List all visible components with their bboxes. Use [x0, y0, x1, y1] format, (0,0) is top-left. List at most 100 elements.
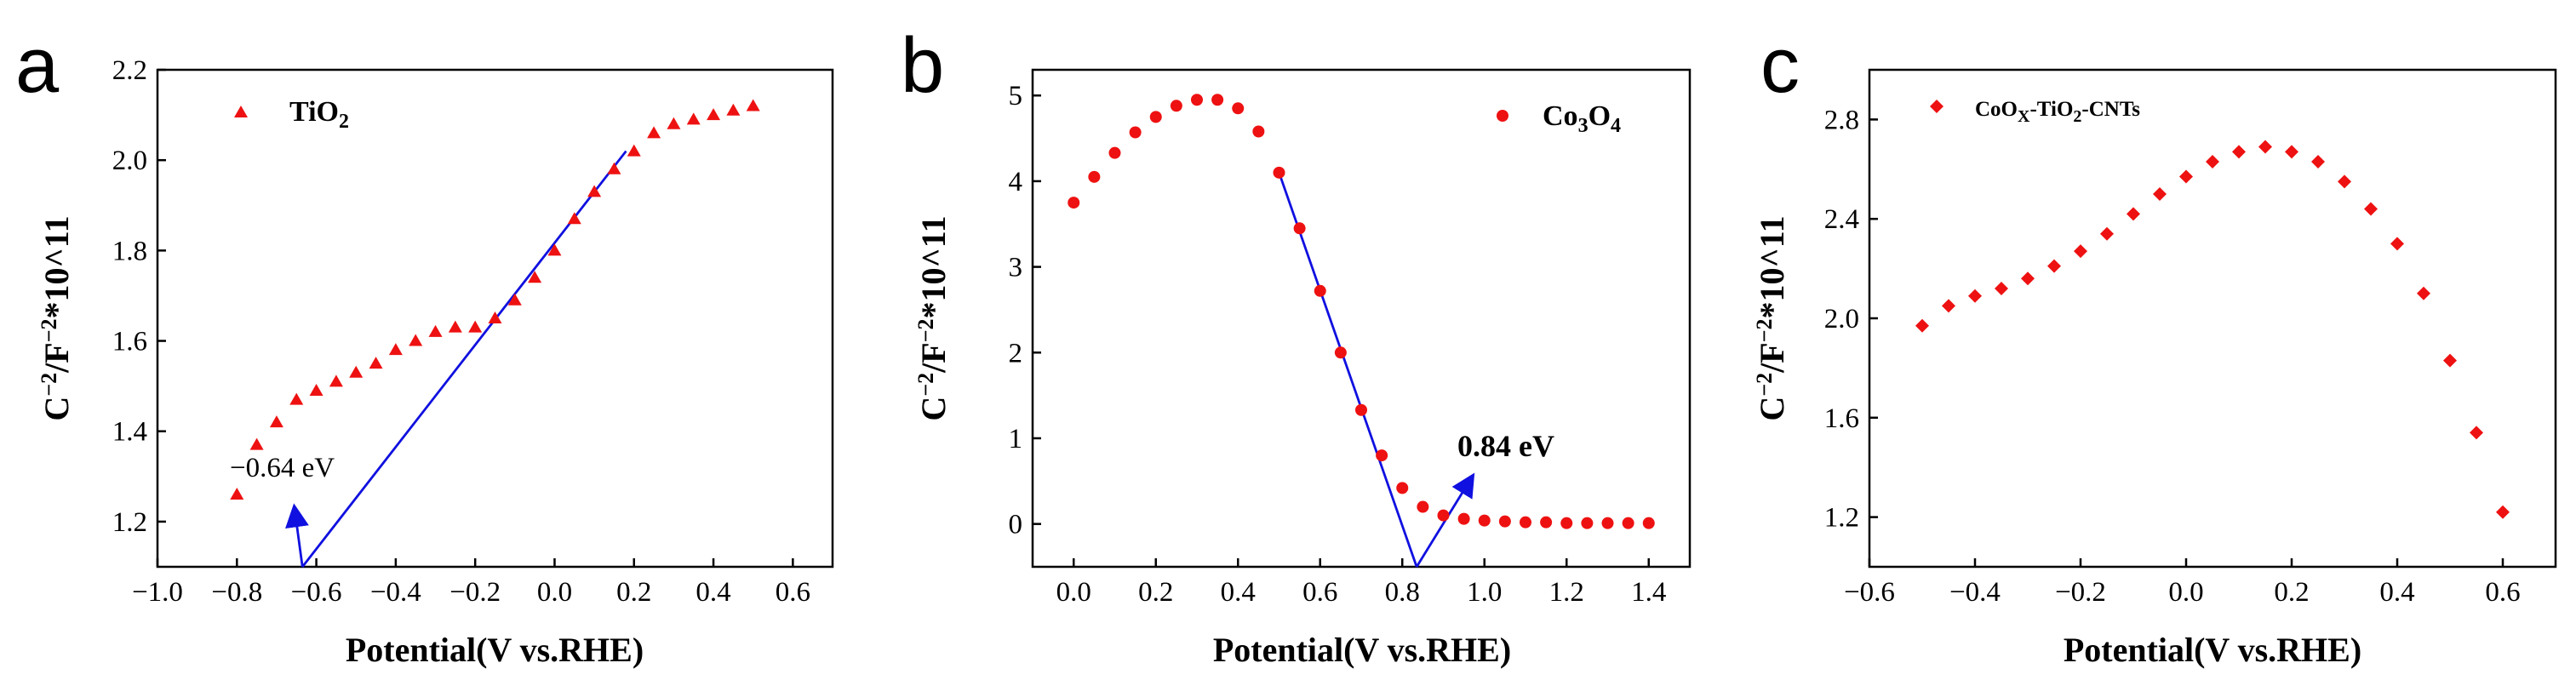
data-point: [1457, 512, 1470, 525]
data-point: [2021, 271, 2035, 286]
data-point: [1915, 318, 1929, 333]
data-point: [289, 392, 304, 405]
data-point: [507, 293, 522, 306]
data-point: [1293, 222, 1306, 235]
data-point: [2153, 187, 2167, 201]
y-tick-label: 2: [1009, 338, 1023, 369]
legend-marker-c: [1930, 100, 1943, 113]
x-axis-title-b: Potential(V vs.RHE): [1213, 631, 1511, 669]
x-tick-label: −0.6: [291, 577, 342, 608]
data-point: [1314, 284, 1326, 297]
data-point: [1376, 449, 1388, 462]
data-point: [1129, 126, 1142, 139]
data-point: [686, 112, 701, 125]
fit-line-group-a: [285, 150, 627, 568]
y-tick-label: 1.6: [1824, 403, 1859, 434]
x-axis-title-c: Potential(V vs.RHE): [2064, 631, 2361, 669]
y-tick-label: 2.0: [1824, 304, 1859, 334]
data-point: [1478, 514, 1491, 527]
data-point: [627, 144, 641, 157]
data-points-c: [1915, 140, 2510, 519]
x-tick-label: 1.0: [1467, 577, 1502, 608]
data-point: [2417, 286, 2430, 300]
data-point: [1498, 515, 1511, 528]
x-tick-label: 0.6: [2485, 577, 2520, 608]
x-tick-label: −0.4: [370, 577, 421, 608]
data-point: [1334, 346, 1347, 359]
y-tick-label: 1: [1009, 424, 1023, 454]
legend-label-b: Co3O4: [1543, 100, 1621, 137]
fit-line: [1278, 172, 1418, 568]
legend-label-c: CoOX-TiO2-CNTs: [1975, 98, 2140, 126]
x-axis-title-a: Potential(V vs.RHE): [346, 631, 644, 669]
data-point: [667, 117, 681, 129]
data-point: [2338, 174, 2351, 189]
data-point: [726, 103, 741, 116]
panel-letter-c: c: [1760, 22, 1800, 109]
data-point: [468, 320, 483, 333]
data-point: [1642, 517, 1655, 529]
y-axis-title-a: C−2/F−2*10^11: [37, 215, 76, 420]
data-point: [409, 334, 423, 346]
panel-c: c −0.6 −0.4 −0.2 0.0 0.2 0.4 0.6 1.2 1.6 2.0 2.4 2.…: [1752, 22, 2557, 669]
data-point: [1088, 170, 1101, 183]
data-point: [1252, 125, 1265, 138]
data-point: [1068, 197, 1080, 209]
data-point: [269, 415, 283, 428]
x-tick-label: 1.4: [1631, 577, 1666, 608]
data-point: [1942, 299, 1955, 313]
fit-line: [301, 150, 627, 568]
data-point: [2127, 207, 2140, 221]
data-point: [1149, 111, 1162, 123]
data-point: [2047, 259, 2061, 273]
data-point: [1170, 100, 1182, 112]
data-point: [2496, 505, 2510, 519]
data-point: [2364, 202, 2378, 216]
x-tick-label: 0.8: [1385, 577, 1420, 608]
y-tick-label: 4: [1009, 167, 1023, 197]
data-point: [607, 162, 621, 174]
x-tick-label: 0.6: [1302, 577, 1337, 608]
x-tick-label: 0.2: [616, 577, 651, 608]
y-axis-title-b: C−2/F−2*10^11: [913, 215, 953, 420]
legend-label-a: TiO2: [289, 96, 349, 133]
legend-marker-b: [1497, 110, 1508, 122]
x-tick-label: 0.4: [1221, 577, 1256, 608]
data-point: [1355, 403, 1367, 416]
y-tick-label: 2.0: [112, 146, 147, 176]
y-tick-label: 2.4: [1824, 204, 1859, 235]
data-point: [230, 488, 244, 500]
data-point: [448, 320, 462, 333]
data-point: [1601, 517, 1614, 529]
arrow: [1415, 472, 1475, 568]
x-tick-label: −0.6: [1844, 577, 1895, 608]
arrow: [285, 503, 309, 568]
data-point: [2470, 426, 2483, 440]
panel-a: a −1.0 −0.8 −0.6 −0.4 −0.2 0.0 0.2 0.4 0.6 1.2 1.4…: [15, 22, 834, 669]
y-tick-label: 1.4: [112, 417, 147, 448]
x-tick-label: 0.2: [2274, 577, 2309, 608]
y-tick-label: 1.6: [112, 327, 147, 357]
panel-letter-b: b: [901, 22, 944, 109]
data-point: [1581, 517, 1594, 529]
panel-letter-a: a: [15, 22, 60, 109]
data-point: [1211, 94, 1224, 106]
y-tick-label: 0: [1009, 510, 1023, 540]
x-tick-label: 0.0: [537, 577, 572, 608]
data-point: [567, 212, 581, 225]
data-point: [2179, 169, 2193, 184]
x-tick-label: 0.0: [2168, 577, 2203, 608]
data-point: [2074, 244, 2087, 259]
data-points-b: [1068, 94, 1655, 529]
axis-ticks-a: −1.0 −0.8 −0.6 −0.4 −0.2 0.0 0.2 0.4 0.6 1.2 1.4 1.…: [112, 55, 810, 608]
data-point: [1560, 517, 1573, 529]
data-point: [1995, 281, 2008, 295]
x-tick-label: 0.4: [696, 577, 730, 608]
annotation-a: −0.64 eV: [230, 453, 335, 483]
data-point: [1396, 482, 1409, 494]
axis-ticks-b: 0.0 0.2 0.4 0.6 0.8 1.0 1.2 1.4 0 1 2 3 4 5: [1009, 81, 1667, 608]
data-point: [1232, 102, 1245, 115]
y-tick-label: 2.2: [112, 55, 147, 86]
data-point: [2390, 237, 2404, 251]
